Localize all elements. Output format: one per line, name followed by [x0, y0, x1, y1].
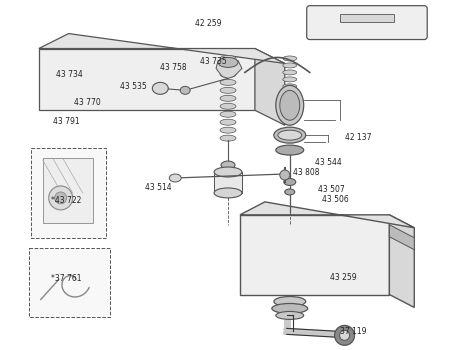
Text: 43 506: 43 506	[322, 195, 348, 204]
Ellipse shape	[220, 79, 236, 85]
Ellipse shape	[49, 186, 73, 210]
Polygon shape	[39, 49, 255, 110]
Ellipse shape	[220, 88, 236, 93]
Polygon shape	[216, 61, 242, 78]
Ellipse shape	[220, 56, 236, 62]
Ellipse shape	[220, 95, 236, 101]
Ellipse shape	[283, 70, 297, 75]
Polygon shape	[39, 34, 285, 63]
FancyBboxPatch shape	[307, 6, 427, 40]
Bar	[339, 14, 394, 22]
Ellipse shape	[220, 63, 236, 69]
Ellipse shape	[276, 85, 304, 125]
Ellipse shape	[280, 90, 300, 120]
Ellipse shape	[283, 84, 297, 89]
Bar	[31, 148, 106, 238]
Ellipse shape	[180, 86, 190, 94]
Ellipse shape	[276, 145, 304, 155]
Text: 43 791: 43 791	[53, 117, 80, 126]
Ellipse shape	[280, 170, 290, 180]
Ellipse shape	[220, 111, 236, 117]
Ellipse shape	[284, 178, 296, 186]
Ellipse shape	[283, 63, 297, 68]
Text: 43 735: 43 735	[200, 57, 227, 66]
Ellipse shape	[283, 77, 297, 82]
Text: 42 259: 42 259	[195, 19, 222, 28]
Ellipse shape	[153, 82, 168, 94]
Polygon shape	[389, 215, 414, 307]
Ellipse shape	[335, 326, 354, 345]
Text: 43 514: 43 514	[146, 183, 172, 192]
Text: 43 259: 43 259	[330, 273, 356, 282]
Text: 43 808: 43 808	[293, 168, 319, 177]
Ellipse shape	[283, 56, 297, 61]
Ellipse shape	[220, 127, 236, 133]
Ellipse shape	[274, 296, 306, 307]
Ellipse shape	[278, 130, 302, 140]
Text: 43 507: 43 507	[318, 185, 345, 194]
Ellipse shape	[272, 303, 308, 314]
Text: 43 734: 43 734	[56, 70, 82, 79]
Ellipse shape	[214, 188, 242, 198]
Text: 43 770: 43 770	[73, 98, 100, 107]
Ellipse shape	[220, 119, 236, 125]
Polygon shape	[255, 49, 285, 125]
Polygon shape	[240, 215, 389, 294]
Ellipse shape	[274, 127, 306, 143]
Ellipse shape	[276, 312, 304, 320]
Polygon shape	[214, 172, 242, 193]
Polygon shape	[240, 202, 414, 228]
Text: *37 761: *37 761	[51, 274, 81, 282]
Text: *43 722: *43 722	[51, 196, 81, 205]
Text: 43 535: 43 535	[120, 82, 147, 91]
Ellipse shape	[285, 189, 295, 195]
Ellipse shape	[220, 71, 236, 77]
Ellipse shape	[220, 135, 236, 141]
Ellipse shape	[283, 91, 297, 96]
Text: 42 137: 42 137	[345, 133, 371, 142]
Bar	[29, 248, 111, 317]
Text: 43 544: 43 544	[315, 158, 341, 167]
Ellipse shape	[221, 161, 235, 169]
Bar	[43, 158, 93, 223]
Polygon shape	[389, 225, 414, 250]
Ellipse shape	[169, 174, 181, 182]
Ellipse shape	[214, 167, 242, 177]
Ellipse shape	[55, 192, 66, 204]
Ellipse shape	[218, 57, 238, 68]
Text: 37 119: 37 119	[339, 327, 366, 336]
Text: 43 758: 43 758	[160, 63, 187, 72]
Ellipse shape	[220, 103, 236, 109]
Ellipse shape	[339, 330, 350, 340]
